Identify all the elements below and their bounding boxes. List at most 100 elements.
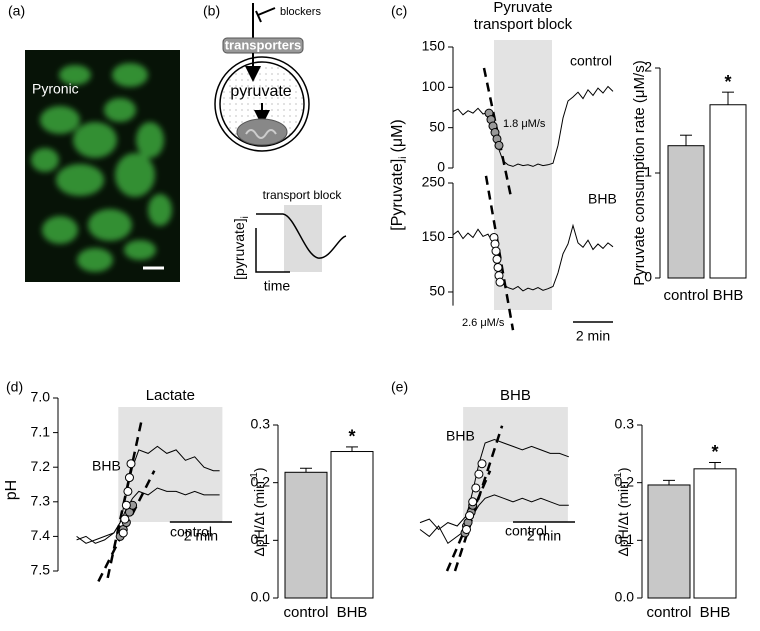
chart-title: Pyruvate xyxy=(493,0,552,16)
y-axis-label-part: ΔpH/Δt (min xyxy=(251,481,267,557)
y-tick-label: 250 xyxy=(422,174,446,190)
data-point xyxy=(124,473,134,483)
y-axis-label-part: -1 xyxy=(249,472,260,481)
y-tick-label: 0 xyxy=(644,269,652,285)
blocker-bar xyxy=(255,10,262,23)
y-tick-label: 0.1 xyxy=(615,531,635,547)
x-tick-label: control xyxy=(663,287,708,304)
data-point xyxy=(493,262,503,272)
rate-label: 2.6 μM/s xyxy=(462,317,505,329)
cell xyxy=(40,106,80,134)
y-tick-label: 100 xyxy=(422,78,446,94)
panel-label: (e) xyxy=(391,379,408,395)
y-axis-label-part: Pyruvate consumption rate (μM/s) xyxy=(631,60,648,285)
trace xyxy=(452,85,614,167)
y-tick-label: 2 xyxy=(644,59,652,75)
data-point xyxy=(494,140,504,150)
blocker-line xyxy=(257,7,276,16)
y-axis-label-part: -1 xyxy=(613,472,624,481)
data-point xyxy=(495,277,505,287)
series-label: control xyxy=(170,524,212,540)
pyruvate-label: pyruvate xyxy=(230,83,291,100)
inset-xlabel: time xyxy=(264,278,291,294)
inset-ylabel-sub: i xyxy=(240,216,251,218)
cell xyxy=(77,248,113,272)
cell xyxy=(42,216,78,244)
scale-bar-label: 2 min xyxy=(576,328,610,344)
y-tick-label: 0.0 xyxy=(615,589,635,605)
fit-line xyxy=(453,425,504,572)
x-tick-label: control xyxy=(646,604,691,621)
y-axis-label-part: i xyxy=(398,156,409,158)
inset-title: transport block xyxy=(263,188,343,202)
scale-bar-label: 2 min xyxy=(184,528,218,544)
blockers-label: blockers xyxy=(280,6,321,18)
chart-title: BHB xyxy=(500,387,531,404)
x-tick-label: BHB xyxy=(713,287,744,304)
data-point xyxy=(474,469,484,479)
data-point xyxy=(118,528,128,538)
y-tick-label: 0.3 xyxy=(615,416,635,432)
cell xyxy=(104,98,136,122)
y-axis-label: ΔpH/Δt (min-1) xyxy=(249,467,267,556)
y-tick-label: 0.2 xyxy=(251,473,271,489)
cell xyxy=(73,122,117,158)
y-axis-label-part: ) xyxy=(251,467,267,472)
bar xyxy=(709,104,747,279)
y-tick-label: 7.2 xyxy=(31,458,51,474)
y-tick-label: 50 xyxy=(429,283,445,299)
y-axis-label-part: ) xyxy=(615,467,631,472)
series-label: BHB xyxy=(446,428,475,444)
panel-label: (b) xyxy=(203,3,220,19)
y-tick-label: 7.4 xyxy=(31,527,51,543)
significance-marker: * xyxy=(348,427,355,447)
cell xyxy=(88,209,132,241)
cell xyxy=(115,153,155,197)
y-tick-label: 0.2 xyxy=(615,473,635,489)
cell xyxy=(31,148,59,172)
y-tick-label: 7.0 xyxy=(31,389,51,405)
y-tick-label: 0.0 xyxy=(251,589,271,605)
data-point xyxy=(123,486,133,496)
cell xyxy=(124,240,156,260)
y-axis-label-part: ΔpH/Δt (min xyxy=(615,481,631,557)
rate-label: 1.8 μM/s xyxy=(503,118,546,130)
inset-trace xyxy=(256,213,347,259)
data-point xyxy=(120,514,130,524)
trace xyxy=(76,445,220,544)
cell xyxy=(112,63,148,87)
inset-block xyxy=(284,205,322,272)
series-label: control xyxy=(570,53,612,69)
y-axis-label-part: pH xyxy=(3,480,20,500)
cristae xyxy=(245,129,277,139)
series-label: control xyxy=(505,523,547,539)
y-axis-label-part: (μM) xyxy=(389,119,406,152)
data-point xyxy=(477,459,487,469)
y-tick-label: 150 xyxy=(422,38,446,54)
x-tick-label: BHB xyxy=(700,604,731,621)
data-point xyxy=(492,254,502,264)
x-tick-label: control xyxy=(283,604,328,621)
trace xyxy=(76,487,220,544)
inset-axes xyxy=(255,228,290,273)
sensor-label: Pyronic xyxy=(32,81,79,97)
scale-bar-label: 2 min xyxy=(527,528,561,544)
data-point xyxy=(121,500,131,510)
panel-label: (c) xyxy=(391,3,407,19)
data-point xyxy=(462,524,471,534)
block-shading xyxy=(494,40,552,310)
trace xyxy=(419,494,569,545)
bar xyxy=(667,145,705,279)
significance-marker: * xyxy=(724,72,731,92)
mitochondrion xyxy=(236,118,288,146)
y-tick-label: 50 xyxy=(429,118,445,134)
chart-title: Lactate xyxy=(146,387,195,404)
fit-line xyxy=(445,470,492,572)
data-point xyxy=(468,497,478,507)
cell xyxy=(59,65,91,85)
y-tick-label: 0.1 xyxy=(251,531,271,547)
inset-ylabel-text: [pyruvate] xyxy=(231,218,247,279)
trace xyxy=(419,438,569,531)
